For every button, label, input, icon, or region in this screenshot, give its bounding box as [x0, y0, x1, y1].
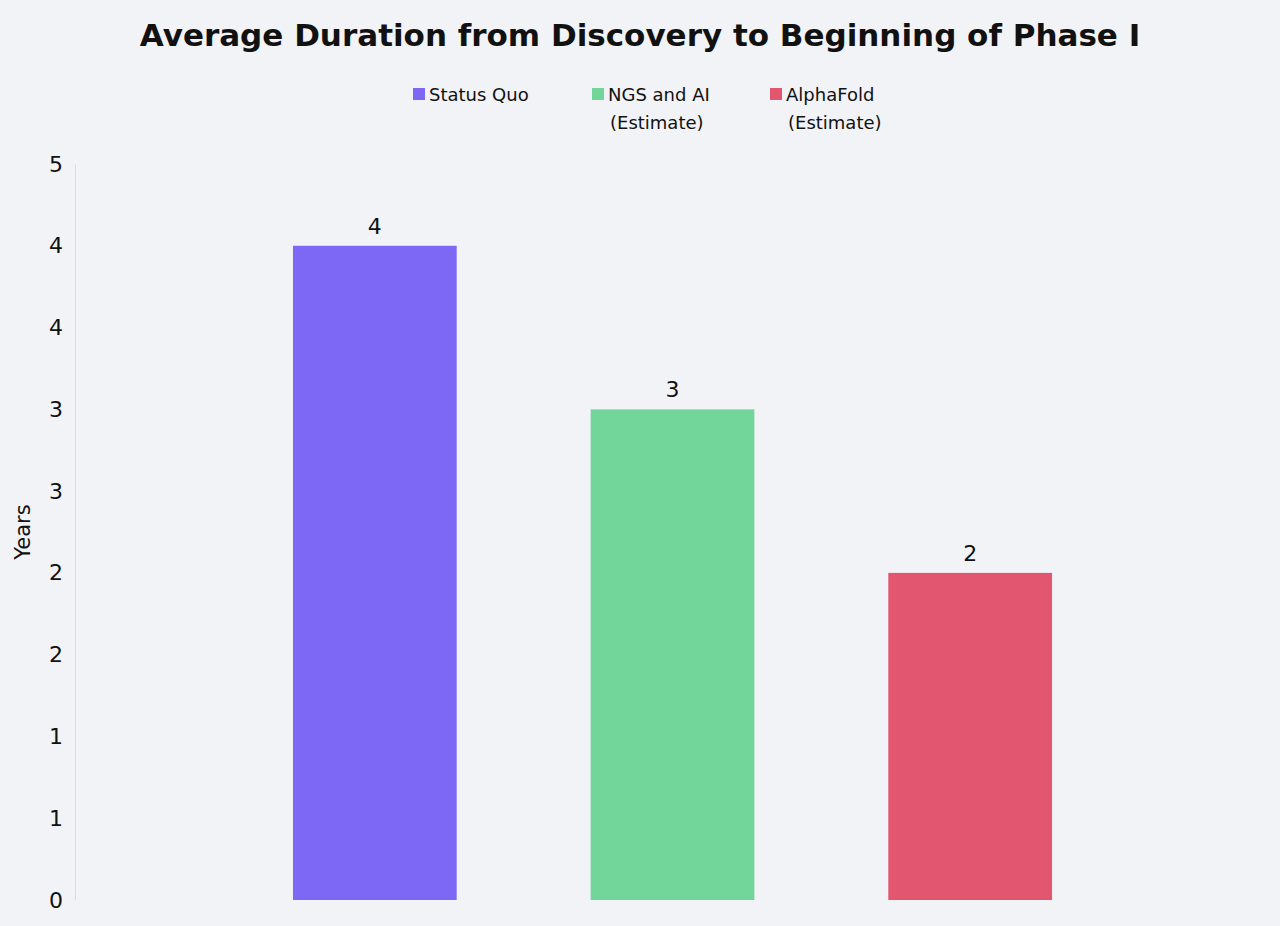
legend-item: AlphaFold (Estimate) — [770, 84, 882, 133]
y-tick-label: 4 — [49, 315, 63, 340]
data-labels: 4 3 2 — [368, 214, 977, 566]
chart: Average Duration from Discovery to Begin… — [0, 0, 1280, 926]
y-axis-line — [75, 165, 76, 901]
legend-item: NGS and AI (Estimate) — [592, 84, 716, 133]
y-tick-label: 0 — [49, 888, 63, 913]
y-tick: 2 — [49, 560, 75, 585]
y-tick-label: 3 — [49, 397, 63, 422]
data-label: 4 — [368, 214, 382, 239]
y-tick: 2 — [49, 642, 75, 667]
title: Average Duration from Discovery to Begin… — [140, 17, 1140, 53]
legend-label: Status Quo — [429, 84, 529, 105]
legend-label: NGS and AI (Estimate) — [608, 84, 716, 133]
legend: Status Quo NGS and AI (Estimate) AlphaFold… — [413, 84, 882, 133]
y-tick-label: 2 — [49, 560, 63, 585]
bar — [591, 409, 755, 900]
y-tick: 4 — [49, 233, 75, 258]
data-label: 2 — [963, 541, 977, 566]
y-axis-title: Years — [11, 504, 35, 560]
y-tick-label: 5 — [49, 152, 63, 177]
x-axis-line — [227, 900, 1120, 901]
data-label: 3 — [666, 377, 680, 402]
y-tick: 5 — [49, 152, 75, 177]
y-tick: 3 — [49, 479, 75, 504]
legend-swatch — [413, 88, 425, 100]
legend-item: Status Quo — [413, 84, 529, 105]
y-tick: 1 — [49, 806, 75, 831]
legend-label: AlphaFold (Estimate) — [786, 84, 882, 133]
y-axis: 0 1 1 2 2 3 3 4 4 5 — [49, 152, 76, 913]
y-tick: 3 — [49, 397, 75, 422]
y-tick: 1 — [49, 724, 75, 749]
legend-swatch — [592, 88, 604, 100]
y-tick-label: 4 — [49, 233, 63, 258]
y-tick: 4 — [49, 315, 75, 340]
y-tick-label: 2 — [49, 642, 63, 667]
bar — [888, 573, 1052, 900]
y-tick: 0 — [49, 888, 75, 913]
background — [0, 0, 1280, 926]
y-tick-label: 1 — [49, 806, 63, 831]
y-tick-label: 3 — [49, 479, 63, 504]
bar — [293, 246, 457, 900]
bars — [293, 246, 1052, 900]
y-tick-label: 1 — [49, 724, 63, 749]
legend-swatch — [770, 88, 782, 100]
